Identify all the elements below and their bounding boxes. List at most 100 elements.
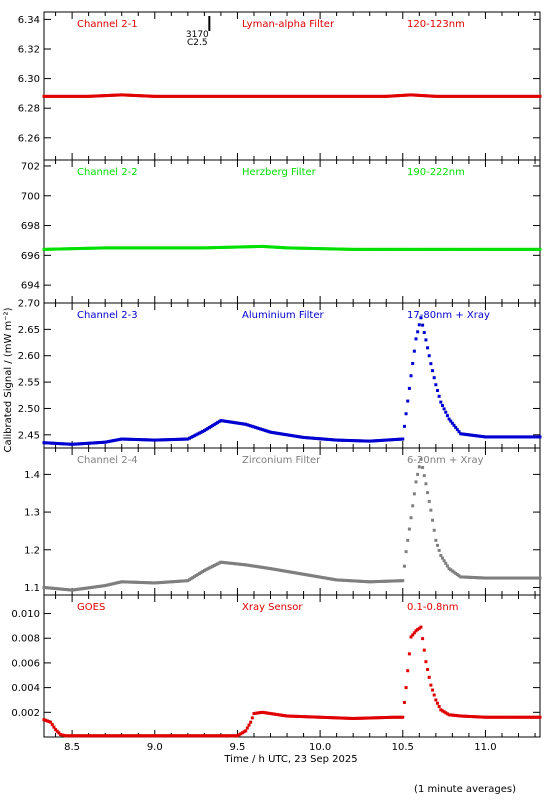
- data-point: [292, 434, 296, 438]
- data-point: [485, 576, 489, 580]
- data-point: [143, 734, 147, 738]
- data-point: [94, 441, 98, 445]
- data-point: [468, 575, 472, 579]
- data-point: [187, 578, 191, 582]
- data-point: [88, 94, 92, 98]
- data-point: [516, 715, 520, 719]
- data-point: [491, 576, 495, 580]
- data-point: [161, 438, 165, 442]
- data-point: [426, 667, 430, 671]
- data-point: [86, 734, 90, 738]
- data-point: [131, 437, 135, 441]
- data-point: [356, 716, 360, 720]
- data-point: [139, 580, 143, 584]
- data-point: [126, 437, 130, 441]
- data-point: [295, 246, 299, 250]
- data-point: [157, 581, 161, 585]
- data-point: [249, 720, 253, 724]
- data-point: [118, 246, 122, 250]
- data-point: [487, 247, 491, 251]
- data-point: [506, 435, 510, 439]
- data-point: [522, 247, 526, 251]
- data-point: [247, 94, 251, 98]
- data-point: [48, 441, 52, 445]
- data-point: [134, 437, 138, 441]
- data-point: [395, 94, 399, 98]
- data-point: [509, 94, 513, 98]
- data-point: [287, 570, 291, 574]
- data-point: [514, 715, 518, 719]
- data-point: [336, 94, 340, 98]
- data-point: [76, 587, 80, 591]
- data-point: [527, 715, 531, 719]
- data-point: [281, 432, 285, 436]
- data-point: [212, 734, 216, 738]
- data-point: [226, 734, 230, 738]
- data-point: [517, 435, 521, 439]
- data-point: [362, 716, 366, 720]
- data-point: [56, 442, 60, 446]
- data-point: [120, 93, 124, 97]
- data-point: [252, 245, 256, 249]
- data-point: [317, 437, 321, 441]
- data-point: [337, 716, 341, 720]
- data-point: [372, 247, 376, 251]
- data-point: [90, 94, 94, 98]
- data-point: [305, 436, 309, 440]
- data-point: [127, 734, 131, 738]
- data-point: [244, 422, 248, 426]
- data-point: [57, 731, 61, 735]
- data-point: [533, 247, 537, 251]
- data-point: [124, 246, 128, 250]
- data-point: [519, 94, 523, 98]
- data-point: [270, 94, 274, 98]
- data-point: [164, 438, 168, 442]
- data-point: [483, 576, 487, 580]
- data-point: [170, 734, 174, 738]
- data-point: [304, 715, 308, 719]
- data-point: [173, 734, 177, 738]
- data-point: [475, 94, 479, 98]
- data-point: [511, 247, 515, 251]
- data-point: [137, 580, 141, 584]
- data-point: [421, 94, 425, 98]
- data-point: [111, 246, 115, 250]
- data-point: [91, 94, 95, 98]
- data-point: [471, 94, 475, 98]
- data-point: [380, 247, 384, 251]
- data-point: [176, 437, 180, 441]
- data-point: [525, 435, 529, 439]
- data-point: [303, 246, 307, 250]
- data-point: [239, 245, 243, 249]
- data-point: [223, 94, 227, 98]
- data-point: [380, 716, 384, 720]
- series-5: [42, 625, 542, 738]
- data-point: [473, 434, 477, 438]
- data-point: [102, 734, 106, 738]
- data-point: [535, 94, 539, 98]
- data-point: [503, 715, 507, 719]
- data-point: [368, 94, 372, 98]
- data-point: [308, 573, 312, 577]
- data-point: [479, 434, 483, 438]
- data-point: [341, 247, 345, 251]
- data-point: [536, 715, 540, 719]
- data-point: [284, 433, 288, 437]
- data-point: [536, 576, 540, 580]
- data-point: [426, 491, 430, 495]
- data-point: [94, 585, 98, 589]
- data-point: [273, 94, 277, 98]
- data-point: [516, 94, 520, 98]
- y-tick-label: 0.002: [11, 708, 40, 719]
- data-point: [188, 246, 192, 250]
- data-point: [262, 244, 266, 248]
- data-point: [362, 247, 366, 251]
- data-point: [286, 570, 290, 574]
- data-point: [72, 442, 76, 446]
- data-point: [135, 94, 139, 98]
- data-point: [146, 734, 150, 738]
- data-point: [164, 94, 168, 98]
- data-point: [482, 94, 486, 98]
- data-point: [532, 576, 536, 580]
- data-point: [480, 247, 484, 251]
